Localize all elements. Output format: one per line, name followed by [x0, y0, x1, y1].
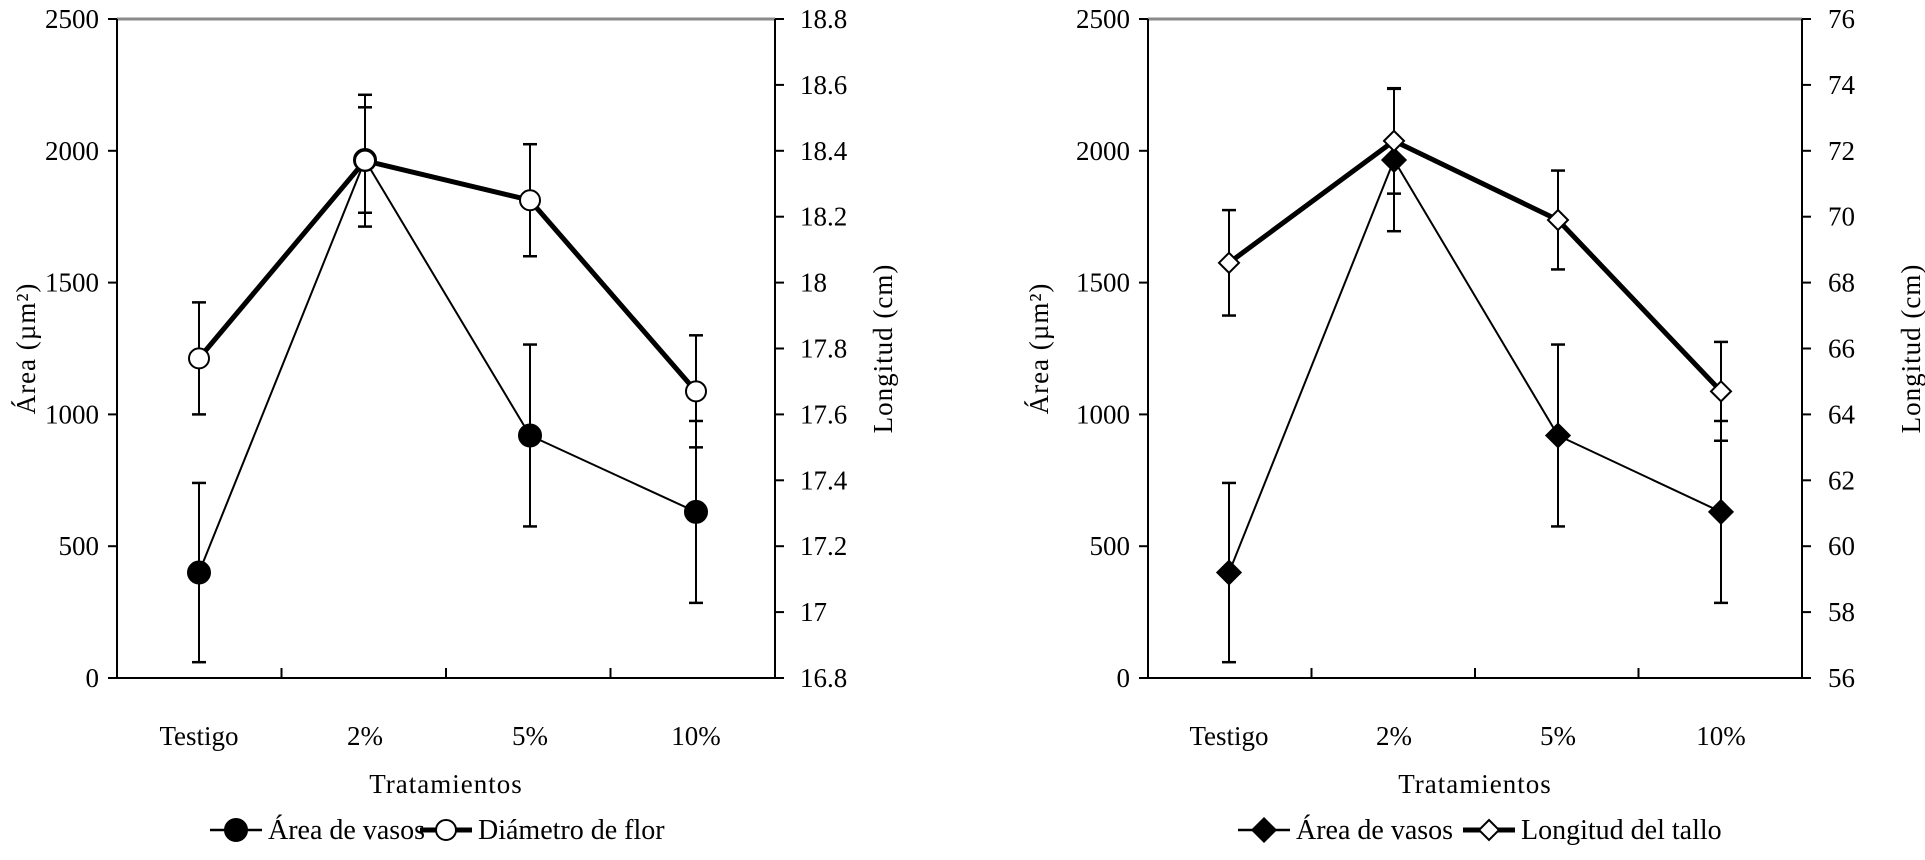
left-tick-label: 500 — [1090, 531, 1131, 561]
right-axis-title: Longitud (cm) — [1896, 264, 1925, 434]
data-point — [1707, 498, 1735, 525]
data-point — [187, 560, 211, 585]
right-tick-label: 17.8 — [800, 334, 847, 364]
left-tick-label: 2000 — [45, 136, 99, 166]
right-tick-label: 64 — [1828, 399, 1856, 429]
right-tick-label: 76 — [1828, 4, 1855, 34]
legend-label: Área de vasos — [1296, 815, 1453, 846]
chart-panel-2: 0 500 1000 1500 2000 2500 56 58 60 62 64 66 68 70 72 74… — [1024, 4, 1925, 846]
data-point — [1546, 208, 1570, 232]
data-point — [188, 347, 210, 370]
series-1 — [187, 106, 708, 664]
series-2 — [1217, 86, 1733, 443]
series-2 — [188, 93, 707, 449]
left-tick-label: 2500 — [1076, 4, 1130, 34]
right-tick-label: 74 — [1828, 70, 1856, 100]
data-point — [684, 499, 708, 524]
data-point — [1709, 379, 1733, 403]
data-point — [518, 423, 542, 448]
series-line — [1227, 138, 1723, 394]
left-tick-label: 1500 — [1076, 268, 1130, 298]
right-tick-label: 17.6 — [800, 399, 847, 429]
data-point — [1382, 129, 1406, 153]
data-point — [1215, 559, 1243, 586]
legend-marker — [1477, 818, 1501, 842]
data-point — [1544, 422, 1572, 449]
x-tick-label: Testigo — [1189, 721, 1268, 751]
legend-marker — [224, 818, 248, 842]
right-tick-label: 72 — [1828, 136, 1855, 166]
x-tick-label: 5% — [1540, 721, 1576, 751]
right-axis-title: Longitud (cm) — [868, 264, 898, 434]
right-tick-label: 70 — [1828, 202, 1855, 232]
chart-panel-1: 0 500 1000 1500 2000 2500 16.8 17 17.2 17.4 17.6 17… — [11, 4, 898, 846]
x-tick-label: 5% — [512, 721, 548, 751]
right-tick-label: 17.4 — [800, 465, 848, 495]
right-tick-label: 17 — [800, 597, 827, 627]
series-1 — [1215, 87, 1735, 664]
x-axis-title: Tratamientos — [369, 769, 523, 799]
legend-marker — [435, 819, 457, 841]
left-tick-label: 500 — [59, 531, 100, 561]
right-tick-label: 17.2 — [800, 531, 847, 561]
x-tick-label: Testigo — [159, 721, 238, 751]
left-tick-label: 0 — [1117, 663, 1131, 693]
x-axis-title: Tratamientos — [1398, 769, 1552, 799]
right-tick-label: 18.2 — [800, 202, 847, 232]
left-axis-title: Área (µm²) — [1024, 283, 1054, 415]
right-tick-label: 68 — [1828, 268, 1855, 298]
data-point — [519, 189, 541, 212]
series-line — [1228, 159, 1722, 573]
left-tick-label: 0 — [86, 663, 100, 693]
legend-marker — [1250, 816, 1278, 844]
series-line — [197, 158, 698, 393]
legend-label: Diámetro de flor — [478, 815, 665, 846]
right-tick-label: 18 — [800, 268, 827, 298]
data-point — [685, 380, 707, 403]
legend: Área de vasos Diámetro de flor — [210, 815, 665, 846]
right-tick-label: 56 — [1828, 663, 1855, 693]
right-tick-label: 18.4 — [800, 136, 848, 166]
right-tick-label: 60 — [1828, 531, 1855, 561]
data-point — [1217, 251, 1241, 275]
series-line — [198, 159, 697, 573]
right-tick-label: 62 — [1828, 465, 1855, 495]
data-point — [354, 149, 376, 172]
left-tick-label: 1000 — [1076, 399, 1130, 429]
x-tick-label: 10% — [671, 721, 721, 751]
legend-label: Área de vasos — [268, 815, 425, 846]
left-tick-label: 1000 — [45, 399, 99, 429]
left-tick-label: 1500 — [45, 268, 99, 298]
left-tick-label: 2500 — [45, 4, 99, 34]
right-tick-label: 66 — [1828, 334, 1855, 364]
left-axis-title: Área (µm²) — [11, 283, 41, 415]
right-tick-label: 16.8 — [800, 663, 847, 693]
right-tick-label: 58 — [1828, 597, 1855, 627]
right-tick-label: 18.8 — [800, 4, 847, 34]
legend-label: Longitud del tallo — [1521, 815, 1722, 846]
left-tick-label: 2000 — [1076, 136, 1130, 166]
legend: Área de vasos Longitud del tallo — [1238, 815, 1722, 846]
x-tick-label: 2% — [1376, 721, 1412, 751]
right-tick-label: 18.6 — [800, 70, 847, 100]
x-tick-label: 10% — [1696, 721, 1746, 751]
x-tick-label: 2% — [347, 721, 383, 751]
